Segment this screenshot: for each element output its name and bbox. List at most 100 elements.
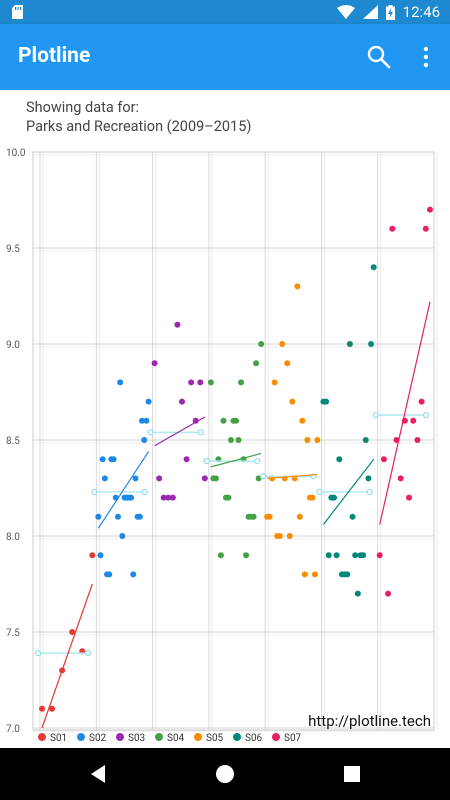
y-tick-label: 7.5 <box>6 628 20 639</box>
data-point-s04 <box>233 417 239 424</box>
trend-line-s02 <box>97 451 150 529</box>
data-point-s04 <box>220 417 227 424</box>
app-bar: Plotline <box>0 24 450 90</box>
scatter-chart[interactable]: 7.0 7.5 8.0 8.5 9.0 9.5 10.0 http://plotline.te… <box>0 90 450 748</box>
data-point-s03 <box>179 398 185 405</box>
data-point-s04 <box>212 475 219 482</box>
data-point-s02 <box>106 571 113 578</box>
mean-line-end-s01 <box>85 650 92 657</box>
data-point-s03 <box>192 417 199 424</box>
data-point-s05 <box>286 533 293 539</box>
battery-charging-icon <box>385 4 395 20</box>
data-point-s04 <box>258 341 265 347</box>
data-point-s06 <box>354 590 361 597</box>
legend-label-s05: S05 <box>206 733 224 744</box>
data-point-s05 <box>266 513 273 520</box>
trend-line-s04 <box>210 452 262 468</box>
data-point-s07 <box>397 475 404 482</box>
data-point-s05 <box>301 571 308 578</box>
data-point-s06 <box>331 494 338 501</box>
data-point-s02 <box>136 513 143 520</box>
status-time: 12:46 <box>402 3 440 21</box>
data-point-s01 <box>49 705 56 712</box>
mean-line-end-s01 <box>34 650 42 657</box>
legend-label-s04: S04 <box>167 733 185 744</box>
subtitle-line-2: Parks and Recreation (2009–2015) <box>26 118 252 135</box>
signal-icon <box>362 5 378 19</box>
mean-line-end-s07 <box>372 411 379 419</box>
data-point-s05 <box>296 513 303 520</box>
data-point-s06 <box>368 341 375 347</box>
mean-line-end-s02 <box>141 488 148 495</box>
data-point-s02 <box>97 552 104 559</box>
mean-line-end-s02 <box>91 488 98 495</box>
data-point-s05 <box>309 494 316 501</box>
search-icon[interactable] <box>366 44 392 70</box>
data-point-s04 <box>250 513 257 520</box>
data-point-s03 <box>197 379 204 386</box>
legend-swatch-s05 <box>194 733 202 741</box>
data-point-s05 <box>311 571 318 578</box>
data-point-s04 <box>217 552 224 559</box>
y-tick-label: 9.5 <box>6 244 20 255</box>
mean-line-end-s04 <box>254 458 261 465</box>
data-point-s07 <box>385 590 392 597</box>
data-point-s04 <box>207 379 214 386</box>
data-point-s07 <box>389 225 396 232</box>
legend-swatch-s04 <box>155 733 163 741</box>
data-point-s07 <box>427 206 433 213</box>
data-point-s02 <box>119 533 126 539</box>
legend-label-s01: S01 <box>50 733 67 744</box>
data-point-s05 <box>289 398 296 405</box>
data-point-s02 <box>128 494 135 501</box>
app-title: Plotline <box>18 44 91 68</box>
mean-line-end-s04 <box>203 458 210 465</box>
data-point-s02 <box>117 379 124 386</box>
data-point-s04 <box>235 437 242 443</box>
data-point-s02 <box>132 475 139 482</box>
data-point-s03 <box>174 321 181 328</box>
data-point-s03 <box>188 379 195 386</box>
data-point-s01 <box>39 705 45 712</box>
data-point-s06 <box>349 513 356 520</box>
back-icon[interactable] <box>86 762 110 786</box>
data-point-s06 <box>325 552 332 559</box>
data-point-s02 <box>145 398 152 405</box>
data-point-s06 <box>346 341 353 347</box>
data-point-s06 <box>344 571 351 578</box>
data-point-s02 <box>110 456 117 463</box>
chart-subtitle: Showing data for: Parks and Recreation (… <box>26 98 251 136</box>
data-point-s02 <box>130 571 137 578</box>
data-point-s02 <box>95 513 102 520</box>
data-point-s06 <box>333 552 340 559</box>
data-point-s07 <box>380 456 387 463</box>
data-point-s06 <box>360 552 367 559</box>
legend-swatch-s06 <box>233 733 241 741</box>
data-point-s05 <box>314 437 321 443</box>
wifi-icon <box>336 5 355 19</box>
watermark: http://plotline.tech <box>308 712 431 730</box>
data-point-s02 <box>139 417 146 424</box>
trend-line-s01 <box>41 583 93 729</box>
data-point-s04 <box>243 552 250 559</box>
subtitle-line-1: Showing data for: <box>26 99 140 116</box>
home-icon[interactable] <box>213 762 237 786</box>
data-point-s04 <box>225 494 232 501</box>
data-point-s03 <box>183 456 190 463</box>
data-point-s05 <box>294 283 301 290</box>
data-point-s03 <box>151 360 158 367</box>
overflow-menu-icon[interactable] <box>414 44 438 70</box>
data-point-s03 <box>156 475 163 482</box>
data-point-s05 <box>279 341 286 347</box>
data-point-s02 <box>143 417 150 424</box>
data-point-s03 <box>165 494 172 501</box>
data-point-s07 <box>406 494 413 501</box>
status-bar: 12:46 <box>0 0 450 24</box>
data-point-s06 <box>365 475 372 482</box>
recents-icon[interactable] <box>340 762 364 786</box>
data-point-s02 <box>101 475 108 482</box>
legend-swatch-s07 <box>272 733 280 741</box>
sd-card-icon <box>12 5 23 19</box>
y-tick-label: 8.5 <box>6 436 20 447</box>
data-point-s07 <box>410 417 417 424</box>
